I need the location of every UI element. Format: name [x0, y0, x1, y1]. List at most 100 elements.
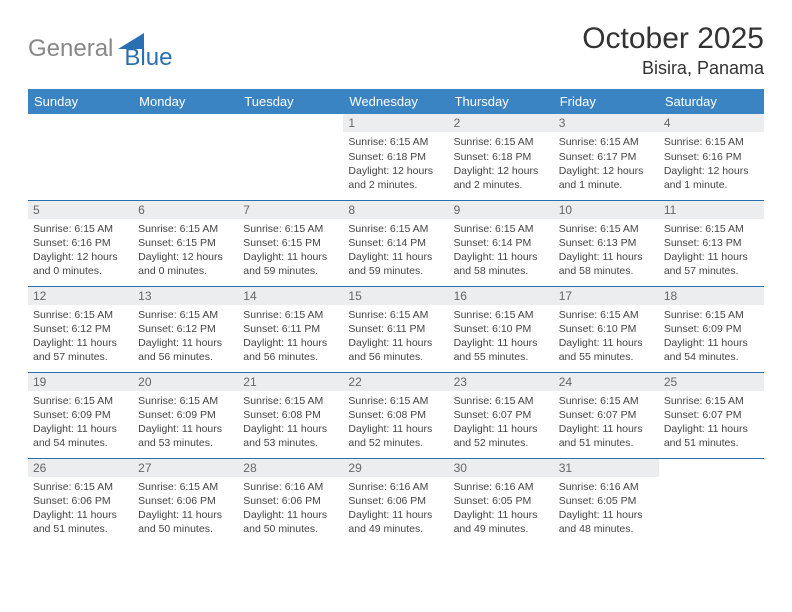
- daynum: 28: [238, 459, 343, 477]
- daynum: 15: [343, 287, 448, 305]
- cell-body: Sunrise: 6:16 AMSunset: 6:05 PMDaylight:…: [554, 477, 659, 540]
- cell-body: Sunrise: 6:15 AMSunset: 6:12 PMDaylight:…: [133, 305, 238, 368]
- cell-body: Sunrise: 6:15 AMSunset: 6:07 PMDaylight:…: [554, 391, 659, 454]
- daynum: 30: [449, 459, 554, 477]
- calendar-cell: 22Sunrise: 6:15 AMSunset: 6:08 PMDayligh…: [343, 372, 448, 458]
- calendar-cell: 1Sunrise: 6:15 AMSunset: 6:18 PMDaylight…: [343, 114, 448, 200]
- sunrise-line: Sunrise: 6:15 AM: [33, 222, 128, 236]
- daylight-line: Daylight: 12 hours and 0 minutes.: [33, 250, 128, 278]
- sunrise-line: Sunrise: 6:15 AM: [33, 394, 128, 408]
- cell-body: Sunrise: 6:15 AMSunset: 6:16 PMDaylight:…: [659, 132, 764, 195]
- sunset-line: Sunset: 6:13 PM: [664, 236, 759, 250]
- daynum: 8: [343, 201, 448, 219]
- calendar-cell: [28, 114, 133, 200]
- daylight-line: Daylight: 11 hours and 57 minutes.: [33, 336, 128, 364]
- daylight-line: Daylight: 11 hours and 52 minutes.: [348, 422, 443, 450]
- daylight-line: Daylight: 11 hours and 48 minutes.: [559, 508, 654, 536]
- calendar-cell: 21Sunrise: 6:15 AMSunset: 6:08 PMDayligh…: [238, 372, 343, 458]
- daynum: 24: [554, 373, 659, 391]
- cell-body: Sunrise: 6:15 AMSunset: 6:06 PMDaylight:…: [28, 477, 133, 540]
- daylight-line: Daylight: 12 hours and 1 minute.: [559, 164, 654, 192]
- cell-body: Sunrise: 6:15 AMSunset: 6:15 PMDaylight:…: [133, 219, 238, 282]
- sunset-line: Sunset: 6:05 PM: [454, 494, 549, 508]
- daylight-line: Daylight: 11 hours and 51 minutes.: [664, 422, 759, 450]
- sunset-line: Sunset: 6:06 PM: [138, 494, 233, 508]
- sunrise-line: Sunrise: 6:15 AM: [454, 394, 549, 408]
- sunrise-line: Sunrise: 6:15 AM: [664, 308, 759, 322]
- cell-body: Sunrise: 6:15 AMSunset: 6:10 PMDaylight:…: [554, 305, 659, 368]
- calendar-cell: 10Sunrise: 6:15 AMSunset: 6:13 PMDayligh…: [554, 200, 659, 286]
- calendar-cell: 13Sunrise: 6:15 AMSunset: 6:12 PMDayligh…: [133, 286, 238, 372]
- daynum-bar-empty: [659, 459, 764, 477]
- daynum: 16: [449, 287, 554, 305]
- calendar-cell: 26Sunrise: 6:15 AMSunset: 6:06 PMDayligh…: [28, 458, 133, 544]
- daylight-line: Daylight: 11 hours and 51 minutes.: [33, 508, 128, 536]
- sunset-line: Sunset: 6:18 PM: [454, 150, 549, 164]
- cell-body: Sunrise: 6:15 AMSunset: 6:18 PMDaylight:…: [449, 132, 554, 195]
- cell-body: Sunrise: 6:16 AMSunset: 6:05 PMDaylight:…: [449, 477, 554, 540]
- sunset-line: Sunset: 6:15 PM: [138, 236, 233, 250]
- calendar-cell: [133, 114, 238, 200]
- daynum: 19: [28, 373, 133, 391]
- calendar-cell: 17Sunrise: 6:15 AMSunset: 6:10 PMDayligh…: [554, 286, 659, 372]
- calendar-cell: 29Sunrise: 6:16 AMSunset: 6:06 PMDayligh…: [343, 458, 448, 544]
- calendar-cell: 15Sunrise: 6:15 AMSunset: 6:11 PMDayligh…: [343, 286, 448, 372]
- calendar-cell: 25Sunrise: 6:15 AMSunset: 6:07 PMDayligh…: [659, 372, 764, 458]
- daynum: 18: [659, 287, 764, 305]
- dow-friday: Friday: [554, 89, 659, 114]
- sunrise-line: Sunrise: 6:16 AM: [243, 480, 338, 494]
- cell-body: Sunrise: 6:15 AMSunset: 6:18 PMDaylight:…: [343, 132, 448, 195]
- daynum: 11: [659, 201, 764, 219]
- cell-body: Sunrise: 6:15 AMSunset: 6:08 PMDaylight:…: [238, 391, 343, 454]
- sunrise-line: Sunrise: 6:15 AM: [664, 135, 759, 149]
- logo-word-2: Blue: [124, 44, 172, 72]
- cell-body: Sunrise: 6:15 AMSunset: 6:12 PMDaylight:…: [28, 305, 133, 368]
- sunset-line: Sunset: 6:16 PM: [33, 236, 128, 250]
- daynum: 2: [449, 114, 554, 132]
- cell-body: Sunrise: 6:15 AMSunset: 6:06 PMDaylight:…: [133, 477, 238, 540]
- calendar-cell: 27Sunrise: 6:15 AMSunset: 6:06 PMDayligh…: [133, 458, 238, 544]
- daynum: 14: [238, 287, 343, 305]
- sunrise-line: Sunrise: 6:15 AM: [454, 308, 549, 322]
- daynum: 21: [238, 373, 343, 391]
- sunrise-line: Sunrise: 6:15 AM: [243, 308, 338, 322]
- sunrise-line: Sunrise: 6:15 AM: [138, 222, 233, 236]
- calendar-cell: 8Sunrise: 6:15 AMSunset: 6:14 PMDaylight…: [343, 200, 448, 286]
- daynum: 10: [554, 201, 659, 219]
- daynum-bar-empty: [28, 114, 133, 132]
- calendar-cell: 23Sunrise: 6:15 AMSunset: 6:07 PMDayligh…: [449, 372, 554, 458]
- calendar-cell: 11Sunrise: 6:15 AMSunset: 6:13 PMDayligh…: [659, 200, 764, 286]
- calendar-row: 26Sunrise: 6:15 AMSunset: 6:06 PMDayligh…: [28, 458, 764, 544]
- sunrise-line: Sunrise: 6:15 AM: [348, 394, 443, 408]
- daynum: 23: [449, 373, 554, 391]
- sunrise-line: Sunrise: 6:15 AM: [33, 308, 128, 322]
- daylight-line: Daylight: 11 hours and 51 minutes.: [559, 422, 654, 450]
- calendar-cell: 16Sunrise: 6:15 AMSunset: 6:10 PMDayligh…: [449, 286, 554, 372]
- cell-body: Sunrise: 6:15 AMSunset: 6:07 PMDaylight:…: [449, 391, 554, 454]
- daylight-line: Daylight: 11 hours and 53 minutes.: [243, 422, 338, 450]
- calendar-cell: 2Sunrise: 6:15 AMSunset: 6:18 PMDaylight…: [449, 114, 554, 200]
- sunrise-line: Sunrise: 6:15 AM: [138, 480, 233, 494]
- calendar-cell: 4Sunrise: 6:15 AMSunset: 6:16 PMDaylight…: [659, 114, 764, 200]
- cell-body: Sunrise: 6:15 AMSunset: 6:09 PMDaylight:…: [659, 305, 764, 368]
- daylight-line: Daylight: 11 hours and 57 minutes.: [664, 250, 759, 278]
- calendar-page: General Blue October 2025 Bisira, Panama…: [0, 0, 792, 554]
- sunrise-line: Sunrise: 6:15 AM: [243, 394, 338, 408]
- sunrise-line: Sunrise: 6:15 AM: [454, 222, 549, 236]
- calendar-cell: 3Sunrise: 6:15 AMSunset: 6:17 PMDaylight…: [554, 114, 659, 200]
- location: Bisira, Panama: [582, 58, 764, 79]
- calendar-row: 5Sunrise: 6:15 AMSunset: 6:16 PMDaylight…: [28, 200, 764, 286]
- calendar-row: 12Sunrise: 6:15 AMSunset: 6:12 PMDayligh…: [28, 286, 764, 372]
- sunrise-line: Sunrise: 6:15 AM: [559, 222, 654, 236]
- daynum: 13: [133, 287, 238, 305]
- sunrise-line: Sunrise: 6:15 AM: [559, 135, 654, 149]
- daynum: 31: [554, 459, 659, 477]
- daynum: 29: [343, 459, 448, 477]
- daylight-line: Daylight: 11 hours and 52 minutes.: [454, 422, 549, 450]
- daynum: 12: [28, 287, 133, 305]
- sunrise-line: Sunrise: 6:15 AM: [559, 394, 654, 408]
- sunrise-line: Sunrise: 6:15 AM: [138, 308, 233, 322]
- cell-body: Sunrise: 6:15 AMSunset: 6:07 PMDaylight:…: [659, 391, 764, 454]
- calendar-row: 1Sunrise: 6:15 AMSunset: 6:18 PMDaylight…: [28, 114, 764, 200]
- sunset-line: Sunset: 6:09 PM: [33, 408, 128, 422]
